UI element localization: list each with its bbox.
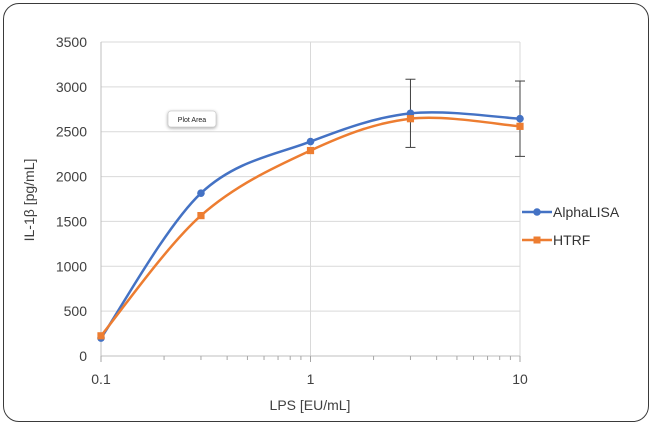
plot-area-tooltip: Plot Area	[167, 110, 217, 128]
data-point-htrf[interactable]	[306, 146, 315, 155]
data-point-alphalisa[interactable]	[516, 114, 524, 123]
legend-item-alphalisa[interactable]: AlphaLISA	[522, 204, 620, 220]
data-point-htrf[interactable]	[97, 332, 105, 340]
x-tick-label: 1	[307, 371, 315, 387]
legend-item-htrf[interactable]: HTRF	[522, 232, 590, 248]
x-axis-title: LPS [EU/mL]	[270, 397, 351, 413]
series-line-alphalisa[interactable]	[99, 111, 522, 340]
y-tick-label: 1500	[56, 213, 87, 229]
x-tick-label: 10	[512, 371, 528, 387]
axes	[100, 42, 521, 362]
legend[interactable]: AlphaLISA HTRF	[522, 204, 620, 248]
data-point-htrf[interactable]	[197, 211, 205, 220]
y-tick-label: 2000	[56, 169, 87, 185]
y-tick-label: 1000	[56, 258, 87, 274]
data-point-htrf[interactable]	[516, 122, 524, 130]
y-tick-label: 0	[79, 348, 87, 364]
gridlines	[101, 41, 521, 356]
legend-marker-square	[533, 236, 541, 244]
series-lines[interactable]	[99, 111, 522, 340]
data-markers[interactable]	[97, 109, 524, 342]
tick-labels: 0 500 1000 1500 2000 2500 3000 3500 0.1 1 10	[56, 34, 528, 387]
data-point-alphalisa[interactable]	[197, 189, 205, 197]
y-tick-label: 2500	[56, 124, 87, 140]
tooltip-text: Plot Area	[178, 117, 207, 124]
x-tick-label: 0.1	[91, 371, 111, 387]
legend-label: AlphaLISA	[553, 204, 620, 220]
y-axis-title: IL-1β [pg/mL]	[21, 159, 37, 242]
legend-label: HTRF	[553, 232, 590, 248]
data-point-alphalisa[interactable]	[306, 137, 315, 146]
data-point-htrf[interactable]	[406, 115, 415, 123]
series-line-htrf[interactable]	[99, 116, 522, 338]
y-tick-label: 3000	[56, 79, 87, 95]
legend-marker-circle	[533, 208, 541, 216]
y-tick-label: 500	[64, 303, 88, 319]
tooltip-box	[167, 110, 217, 128]
y-tick-label: 3500	[56, 34, 87, 50]
